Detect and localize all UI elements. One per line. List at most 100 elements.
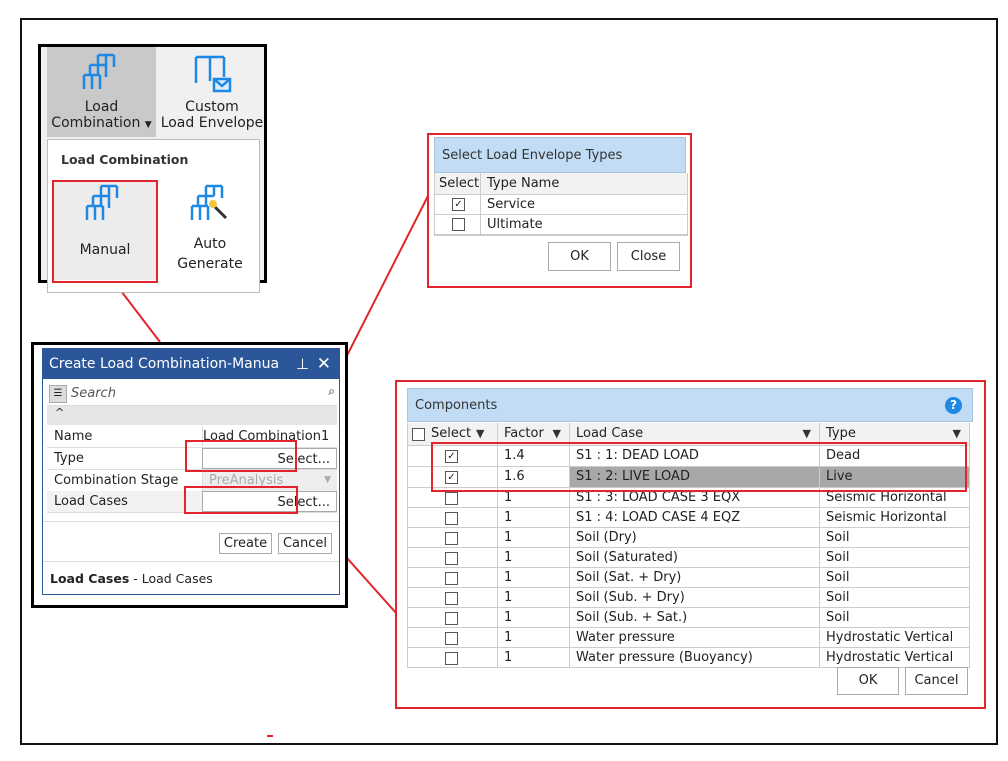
load-case-cell: Water pressure (Buoyancy) <box>570 648 820 667</box>
filter-icon[interactable]: ▼ <box>952 427 961 440</box>
table-row[interactable]: 1 Soil (Saturated) Soil <box>408 548 970 568</box>
load-combination-icon <box>82 53 115 89</box>
factor-cell[interactable]: 1 <box>498 568 570 587</box>
factor-cell[interactable]: 1 <box>498 628 570 647</box>
components-header: Components ? <box>407 388 973 422</box>
row-checkbox[interactable] <box>445 592 458 605</box>
custom-label-2: Load Envelope <box>160 115 264 131</box>
manual-highlight <box>52 180 158 283</box>
table-row[interactable]: 1 Soil (Sub. + Sat.) Soil <box>408 608 970 628</box>
table-row[interactable]: 1 Soil (Sat. + Dry) Soil <box>408 568 970 588</box>
components-dialog: Components ? Select ▼ Factor ▼ Load Case ▼ … <box>395 380 986 709</box>
auto-label: Auto <box>193 236 227 252</box>
row-checkbox[interactable]: ✓ <box>445 471 458 484</box>
dropdown-header: Load Combination <box>61 152 189 167</box>
factor-header: Factor <box>504 426 544 441</box>
load-case-cell: Soil (Dry) <box>570 528 820 547</box>
load-combination-dropdown: Load Combination Manual Auto Generate <box>47 139 260 293</box>
cancel-button[interactable]: Cancel <box>278 533 332 554</box>
row-checkbox[interactable] <box>445 652 458 665</box>
help-icon[interactable]: ? <box>945 397 962 414</box>
table-row[interactable]: 1 Soil (Dry) Soil <box>408 528 970 548</box>
select-all-checkbox[interactable] <box>412 428 425 441</box>
load-cases-label: Load Cases <box>54 494 128 509</box>
row-checkbox[interactable] <box>445 612 458 625</box>
components-title: Components <box>415 398 498 413</box>
table-row[interactable]: 1 S1 : 3: LOAD CASE 3 EQX Seismic Horizo… <box>408 488 970 508</box>
filter-icon[interactable]: ▼ <box>802 427 811 440</box>
load-case-header: Load Case <box>576 426 644 441</box>
collapse-toggle[interactable]: ^ <box>47 406 337 425</box>
table-row[interactable]: 1 S1 : 4: LOAD CASE 4 EQZ Seismic Horizo… <box>408 508 970 528</box>
factor-cell[interactable]: 1 <box>498 508 570 527</box>
ultimate-checkbox[interactable] <box>452 218 465 231</box>
search-icon: ⌕ <box>328 384 335 398</box>
search-bar[interactable]: ☰ Search ⌕ <box>47 383 337 406</box>
type-cell: Live <box>820 467 970 487</box>
envelope-row-ultimate: Ultimate <box>435 215 687 235</box>
row-checkbox[interactable] <box>445 632 458 645</box>
create-button[interactable]: Create <box>219 533 272 554</box>
type-select-button[interactable]: Select... <box>202 448 337 469</box>
search-input[interactable]: Search <box>71 386 116 401</box>
table-row[interactable]: ✓ 1.6 S1 : 2: LIVE LOAD Live <box>408 467 970 488</box>
type-cell: Dead <box>820 446 970 466</box>
custom-load-envelope-icon <box>194 55 232 93</box>
factor-cell[interactable]: 1 <box>498 488 570 507</box>
envelope-close-button[interactable]: Close <box>617 242 680 271</box>
name-label: Name <box>54 429 93 444</box>
filter-icon[interactable]: ▼ <box>552 427 561 440</box>
custom-load-envelope-button[interactable]: Custom Load Envelope <box>159 47 265 137</box>
pin-icon[interactable]: ⊥ <box>295 355 309 373</box>
dialog-title-bar: Create Load Combination-Manua ⊥ ✕ <box>43 349 339 379</box>
factor-cell[interactable]: 1.6 <box>498 467 570 487</box>
load-cases-select-button[interactable]: Select... <box>202 491 337 512</box>
auto-generate-icon <box>190 184 228 220</box>
row-checkbox[interactable] <box>445 552 458 565</box>
row-checkbox[interactable] <box>445 512 458 525</box>
type-cell: Seismic Horizontal <box>820 488 970 507</box>
auto-generate-menu-item[interactable]: Auto Generate <box>158 180 262 280</box>
close-icon[interactable]: ✕ <box>316 354 331 374</box>
col-select-header: Select <box>435 173 481 194</box>
stage-dropdown[interactable]: PreAnalysis ▼ <box>202 470 337 491</box>
envelope-ok-button[interactable]: OK <box>548 242 611 271</box>
load-cases-highlight <box>184 486 298 514</box>
row-checkbox[interactable]: ✓ <box>445 450 458 463</box>
factor-cell[interactable]: 1 <box>498 588 570 607</box>
manual-menu-item[interactable]: Manual <box>53 180 157 280</box>
filter-icon[interactable]: ▼ <box>476 427 485 440</box>
factor-cell[interactable]: 1 <box>498 608 570 627</box>
load-combination-label-2: Combination <box>51 115 141 131</box>
chevron-down-icon: ▼ <box>324 475 331 485</box>
select-header: Select <box>431 426 472 441</box>
load-combination-button[interactable]: Load Combination ▼ <box>47 47 156 137</box>
row-checkbox[interactable] <box>445 532 458 545</box>
service-checkbox[interactable]: ✓ <box>452 198 465 211</box>
row-checkbox[interactable] <box>445 492 458 505</box>
factor-cell[interactable]: 1 <box>498 548 570 567</box>
components-ok-button[interactable]: OK <box>837 667 899 695</box>
type-cell: Soil <box>820 528 970 547</box>
stage-value: PreAnalysis <box>209 473 284 488</box>
stage-label: Combination Stage <box>54 473 179 488</box>
type-cell: Soil <box>820 588 970 607</box>
factor-cell[interactable]: 1 <box>498 528 570 547</box>
manual-label: Manual <box>79 242 131 258</box>
table-row[interactable]: 1 Water pressure (Buoyancy) Hydrostatic … <box>408 648 970 668</box>
ribbon-panel: Load Combination ▼ Custom Load Envelope … <box>38 44 267 293</box>
table-row[interactable]: ✓ 1.4 S1 : 1: DEAD LOAD Dead <box>408 446 970 467</box>
load-case-cell: S1 : 3: LOAD CASE 3 EQX <box>570 488 820 507</box>
table-row[interactable]: 1 Soil (Sub. + Dry) Soil <box>408 588 970 608</box>
categorized-icon[interactable]: ☰ <box>49 385 67 403</box>
load-case-cell: Soil (Saturated) <box>570 548 820 567</box>
type-cell: Seismic Horizontal <box>820 508 970 527</box>
table-row[interactable]: 1 Water pressure Hydrostatic Vertical <box>408 628 970 648</box>
factor-cell[interactable]: 1.4 <box>498 446 570 466</box>
row-checkbox[interactable] <box>445 572 458 585</box>
components-cancel-button[interactable]: Cancel <box>905 667 968 695</box>
factor-cell[interactable]: 1 <box>498 648 570 667</box>
select-load-envelope-dialog: Select Load Envelope Types Select Type Na… <box>427 133 692 288</box>
type-cell: Hydrostatic Vertical <box>820 648 970 667</box>
custom-label: Custom <box>185 99 239 115</box>
